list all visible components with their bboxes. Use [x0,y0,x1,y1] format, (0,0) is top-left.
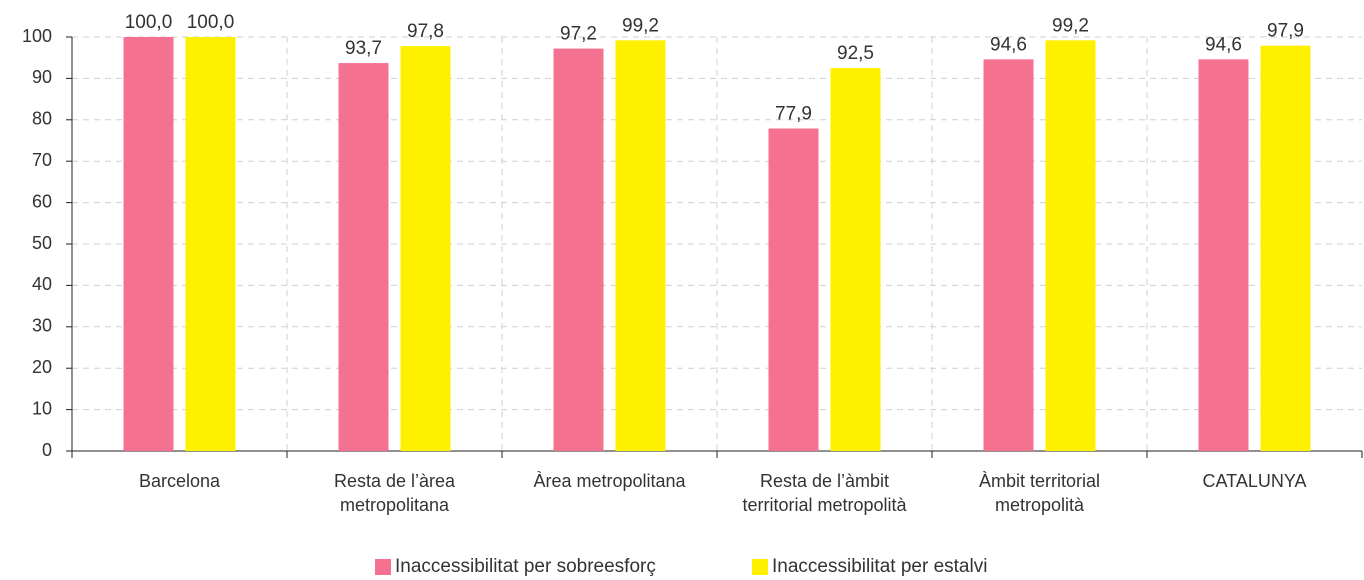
data-label: 92,5 [837,43,874,64]
bar [553,48,604,451]
bar [1198,59,1249,452]
bar [830,68,881,452]
x-tick-label: Àrea metropolitana [533,471,686,491]
y-tick-label: 10 [32,398,52,418]
data-label: 94,6 [1205,34,1242,55]
bar [400,46,451,451]
data-label: 94,6 [990,34,1027,55]
data-label: 77,9 [775,104,812,125]
legend-item: Inaccessibilitat per estalvi [752,556,987,578]
data-label: 100,0 [125,12,173,33]
data-label: 100,0 [187,12,235,33]
data-label: 93,7 [345,38,382,59]
x-tick-label: Àmbit territorial metropolità [978,471,1101,515]
y-tick-label: 0 [42,440,52,460]
bar [768,128,819,451]
y-tick-label: 80 [32,109,52,129]
y-tick-label: 20 [32,357,52,377]
y-tick-label: 60 [32,191,52,211]
legend-label: Inaccessibilitat per estalvi [772,556,988,577]
data-label: 97,8 [407,21,444,42]
x-tick-label: Resta de l’àmbit territorial metropolità [742,471,907,515]
bar [1260,45,1311,451]
y-tick-label: 40 [32,274,52,294]
data-label: 99,2 [622,15,659,36]
data-label: 99,2 [1052,15,1089,36]
legend-swatch [375,559,391,575]
y-tick-label: 90 [32,67,52,87]
y-tick-label: 30 [32,316,52,336]
bar [338,63,389,451]
data-label: 97,9 [1267,21,1304,42]
x-tick-label: Barcelona [138,471,221,491]
x-tick-label: Resta de l’àrea metropolitana [333,471,456,515]
y-tick-label: 70 [32,150,52,170]
y-tick-label: 50 [32,233,52,253]
bar [1045,40,1096,451]
bar [983,59,1034,452]
bar [185,37,236,451]
legend-label: Inaccessibilitat per sobreesforç [395,556,656,577]
bar [615,40,666,451]
bar [123,37,174,451]
x-tick-label: CATALUNYA [1202,471,1307,491]
data-label: 97,2 [560,24,597,45]
legend-item: Inaccessibilitat per sobreesforç [375,556,656,578]
y-tick-label: 100 [22,26,52,46]
legend-swatch [752,559,768,575]
